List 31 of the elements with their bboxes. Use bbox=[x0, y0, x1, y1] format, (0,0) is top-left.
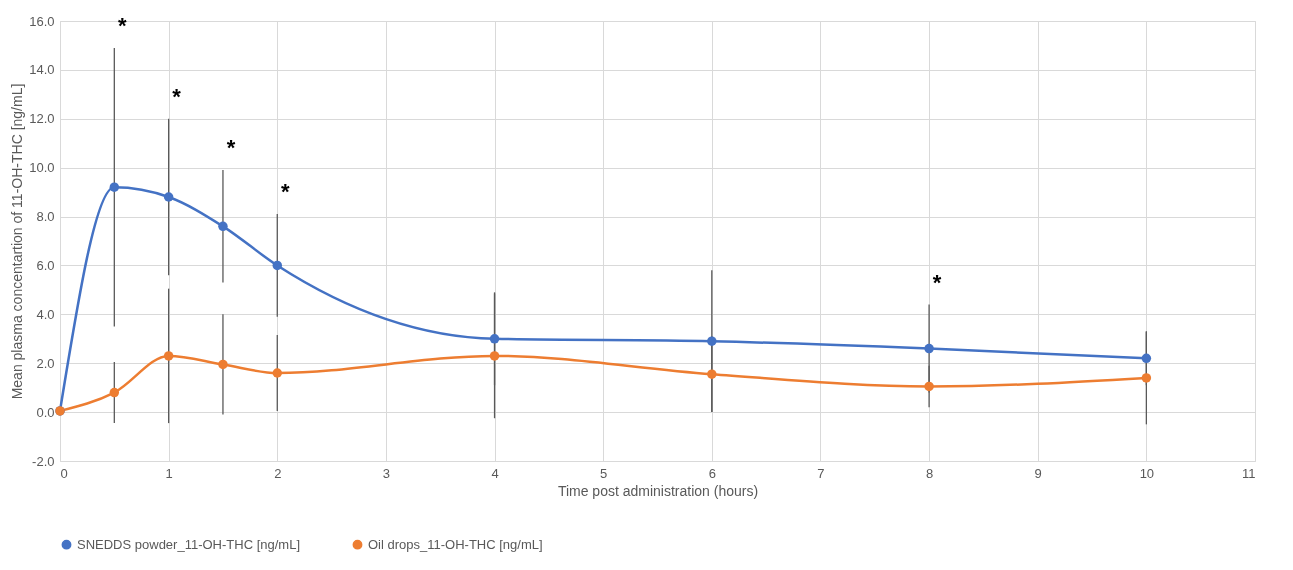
x-tick-label: 0 bbox=[60, 465, 68, 481]
y-tick-label: 0.0 bbox=[36, 404, 55, 420]
y-tick-label: 8.0 bbox=[36, 209, 55, 225]
x-tick-label: 6 bbox=[708, 465, 716, 481]
y-tick-label: 10.0 bbox=[29, 160, 55, 176]
y-tick-label: 2.0 bbox=[36, 355, 55, 371]
x-tick-label: 3 bbox=[382, 465, 391, 481]
x-tick-label: 2 bbox=[274, 465, 282, 481]
y-tick-label: 12.0 bbox=[29, 111, 55, 127]
legend-label: SNEDDS powder_11-OH-THC [ng/mL] bbox=[77, 536, 300, 552]
x-tick-label: 5 bbox=[600, 465, 608, 481]
annotation: * bbox=[118, 12, 128, 38]
y-tick-label: 14.0 bbox=[29, 62, 55, 78]
x-tick-label: 1 bbox=[165, 465, 173, 481]
annotation: * bbox=[280, 179, 290, 205]
annotation: * bbox=[226, 135, 236, 161]
y-tick-label: 6.0 bbox=[36, 257, 55, 273]
y-tick-label: 16.0 bbox=[29, 13, 55, 29]
annotation: * bbox=[172, 83, 182, 109]
y-tick-label: -2.0 bbox=[32, 453, 55, 469]
y-axis-title: Mean plasma concentartion of 11-OH-THC [ng/mL] bbox=[9, 83, 26, 400]
x-tick-label: 8 bbox=[925, 465, 934, 481]
annotation: * bbox=[932, 269, 942, 295]
x-tick-label: 4 bbox=[491, 465, 499, 481]
x-tick-label: 10 bbox=[1139, 465, 1155, 481]
x-axis-title: Time post administration (hours) bbox=[557, 482, 759, 499]
legend-label: Oil drops_11-OH-THC [ng/mL] bbox=[368, 536, 543, 552]
y-tick-label: 4.0 bbox=[36, 306, 55, 322]
x-tick-label: 7 bbox=[817, 465, 825, 481]
x-tick-label: 11 bbox=[1242, 465, 1256, 481]
x-tick-label: 9 bbox=[1034, 465, 1042, 481]
